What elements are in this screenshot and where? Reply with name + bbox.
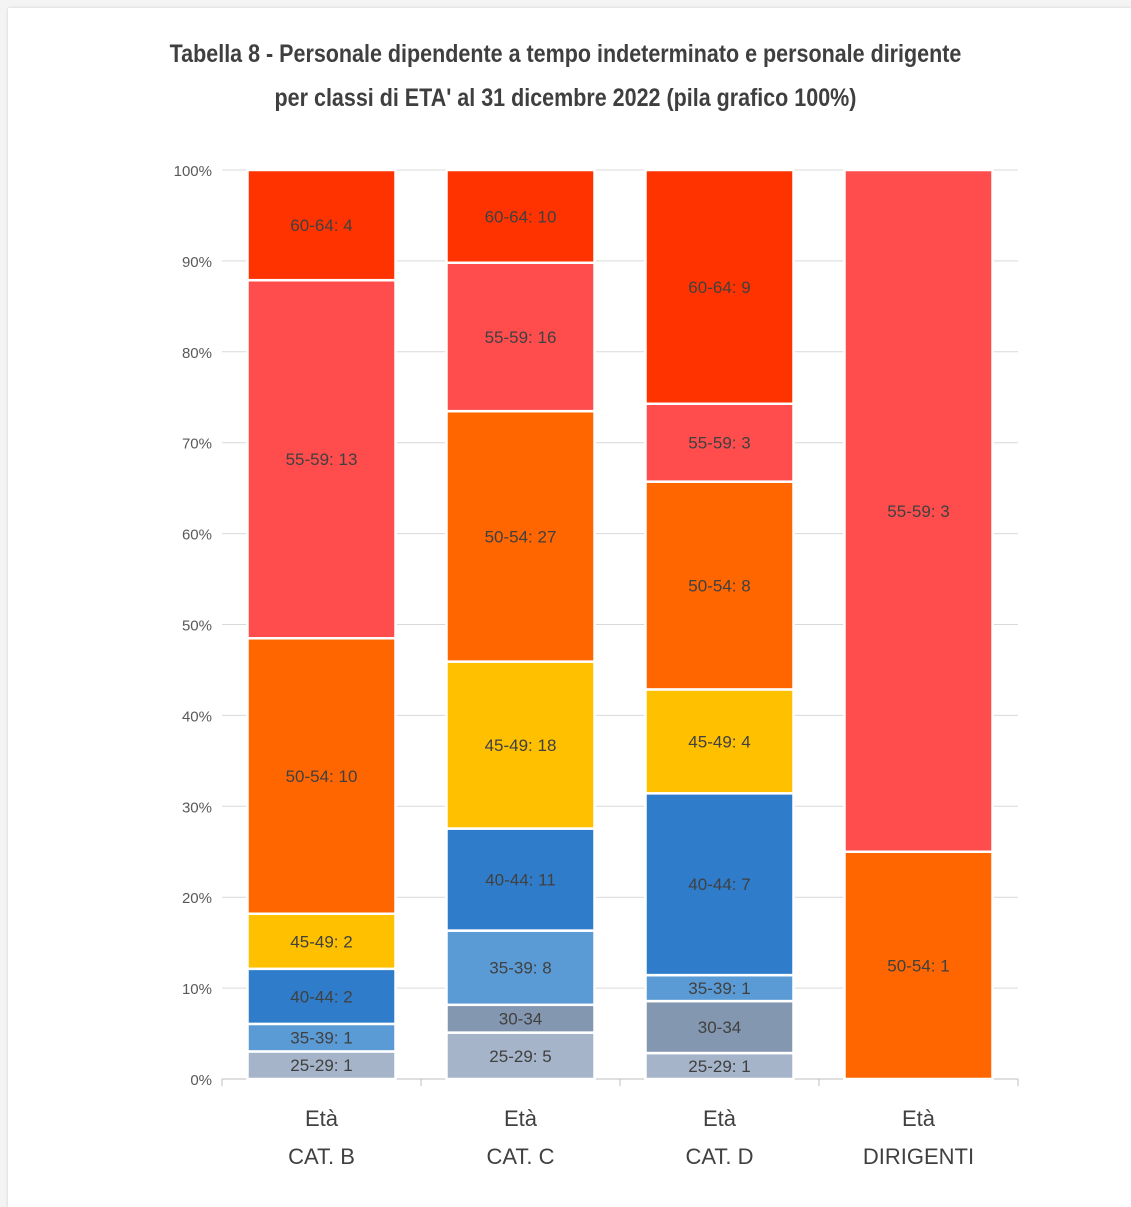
data-label: 35-39: 1 [290, 1029, 352, 1048]
y-tick-label: 20% [182, 890, 212, 907]
data-label: 50-54: 1 [887, 956, 949, 975]
data-label: 50-54: 8 [688, 577, 750, 596]
data-label: 35-39: 8 [489, 959, 551, 978]
data-label: 55-59: 16 [485, 328, 557, 347]
bar-segment [445, 1003, 596, 1034]
bar-segment [445, 261, 596, 413]
bar-segment [246, 1022, 397, 1053]
chart-title: Tabella 8 - Personale dipendente a tempo… [0, 32, 1131, 120]
y-tick-label: 90% [182, 254, 212, 271]
data-label: 60-64: 9 [688, 278, 750, 297]
bar-segment [246, 637, 397, 915]
data-label: 40-44: 2 [290, 987, 352, 1006]
data-label: 45-49: 18 [485, 736, 557, 755]
data-label: 55-59: 13 [286, 450, 358, 469]
bar-segment [644, 688, 795, 795]
data-label: 40-44: 11 [485, 871, 556, 890]
bar-segment [445, 660, 596, 830]
x-tick-label: Età [504, 1106, 538, 1131]
bar-segment [644, 792, 795, 977]
y-tick-label: 10% [182, 981, 212, 998]
bar-segment [445, 929, 596, 1007]
x-tick-label: CAT. B [288, 1144, 355, 1169]
bar-segment [644, 480, 795, 691]
data-label: 60-64: 4 [290, 216, 352, 235]
bar-segment [644, 168, 795, 405]
data-label: 55-59: 3 [688, 434, 750, 453]
data-label: 55-59: 3 [887, 502, 949, 521]
data-label: 35-39: 1 [688, 979, 750, 998]
x-tick-label: Età [902, 1106, 936, 1131]
bar-segment [246, 967, 397, 1026]
data-label: 25-29: 1 [290, 1056, 352, 1075]
bar-segment [246, 912, 397, 971]
chart-title-line-2: per classi di ETA' al 31 dicembre 2022 (… [274, 84, 857, 112]
data-label: 25-29: 1 [688, 1057, 750, 1076]
bars [246, 168, 994, 1081]
data-label: 60-64: 10 [485, 207, 557, 226]
bar-segment [644, 402, 795, 483]
y-tick-label: 70% [182, 436, 212, 453]
segment-labels: 25-29: 1 35-39: 1 40-44: 2 45-49: 2 50-54: 1… [286, 207, 950, 1076]
y-tick-label: 30% [182, 799, 212, 816]
bar-segment [843, 850, 994, 1081]
data-label: 45-49: 2 [290, 932, 352, 951]
x-tick-label: Età [703, 1106, 737, 1131]
bar-segment [246, 168, 397, 282]
y-tick-label: 100% [174, 163, 212, 180]
x-tick-label: CAT. C [486, 1144, 554, 1169]
data-label: 50-54: 10 [286, 767, 358, 786]
x-tick-label: Età [305, 1106, 339, 1131]
y-tick-label: 60% [182, 527, 212, 544]
bar-segment [644, 1051, 795, 1081]
bar-segment [445, 827, 596, 932]
bar-segment [644, 973, 795, 1003]
y-tick-label: 50% [182, 618, 212, 635]
x-tick-label: DIRIGENTI [863, 1144, 974, 1169]
x-tick-label: CAT. D [685, 1144, 753, 1169]
bar-segment [445, 168, 596, 265]
bar-segment [445, 409, 596, 663]
x-axis-ticks: Età CAT. B Età CAT. C Età CAT. D Età DIRIGENTI [288, 1106, 974, 1169]
data-label: 50-54: 27 [485, 527, 557, 546]
data-label: 30-34 [698, 1018, 741, 1037]
data-label: 25-29: 5 [489, 1047, 551, 1066]
chart-title-line-1: Tabella 8 - Personale dipendente a tempo… [169, 40, 962, 68]
data-label: 40-44: 7 [688, 875, 750, 894]
y-tick-label: 0% [190, 1072, 212, 1089]
bar-segment [445, 1031, 596, 1081]
y-axis-ticks: 0% 10% 20% 30% 40% 50% 60% 70% 80% 90% 100% [174, 163, 212, 1089]
y-tick-label: 40% [182, 708, 212, 725]
bar-segment [843, 168, 994, 853]
data-label: 45-49: 4 [688, 732, 750, 751]
y-tick-label: 80% [182, 345, 212, 362]
data-label: 30-34 [499, 1010, 542, 1029]
